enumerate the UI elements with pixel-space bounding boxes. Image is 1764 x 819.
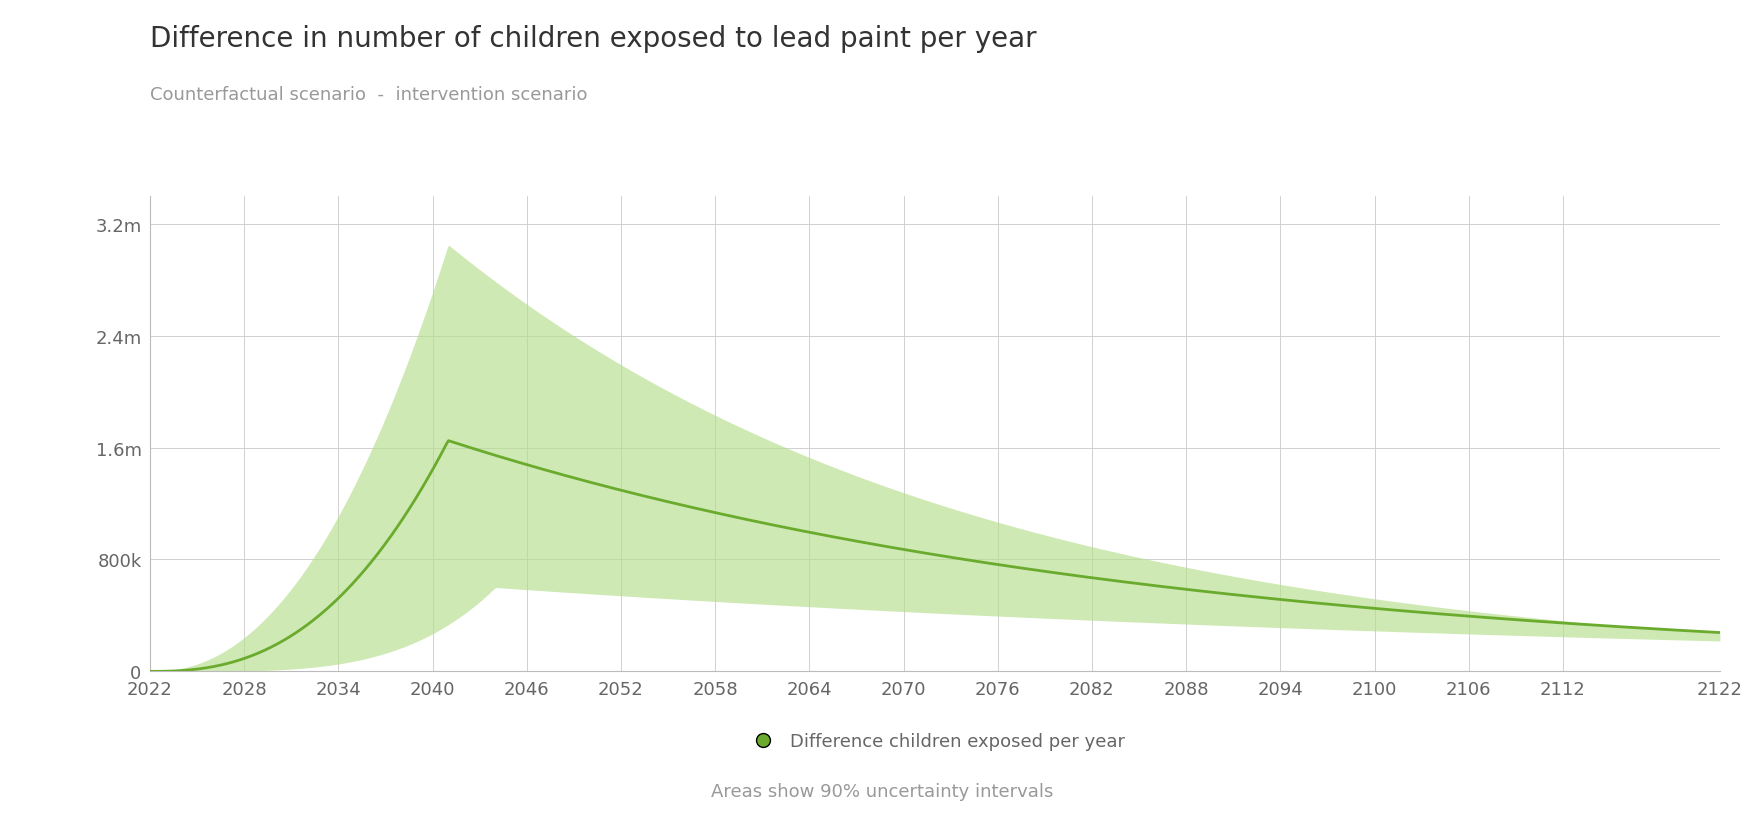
Text: Areas show 90% uncertainty intervals: Areas show 90% uncertainty intervals	[711, 782, 1053, 800]
Text: Difference in number of children exposed to lead paint per year: Difference in number of children exposed…	[150, 25, 1037, 52]
Text: Counterfactual scenario  -  intervention scenario: Counterfactual scenario - intervention s…	[150, 86, 587, 104]
Legend: Difference children exposed per year: Difference children exposed per year	[737, 725, 1132, 758]
